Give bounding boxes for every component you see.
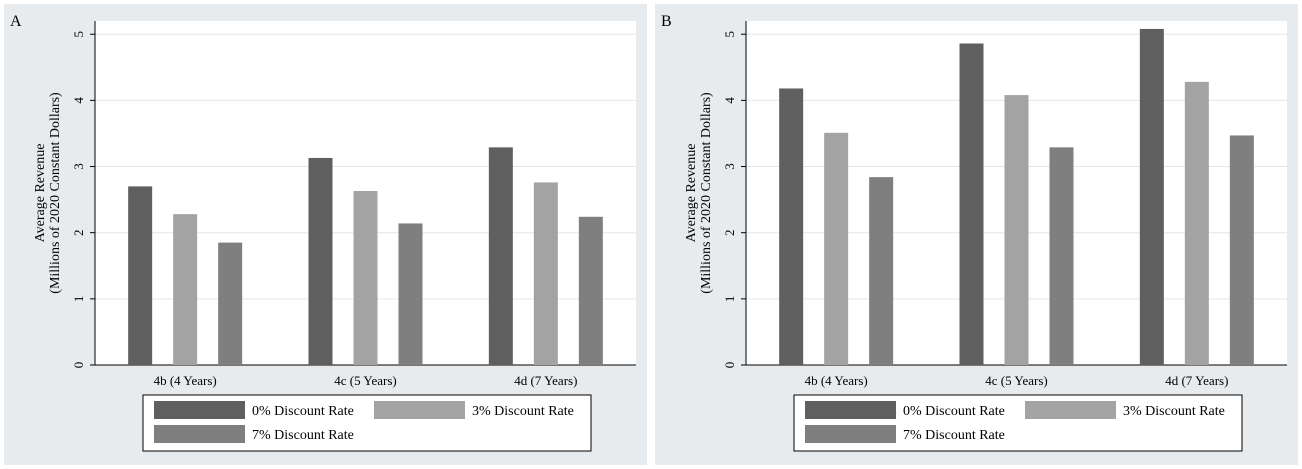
bar (578, 216, 603, 365)
y-tick-label: 2 (71, 229, 86, 236)
y-tick-label: 3 (722, 163, 737, 170)
legend-label: 3% Discount Rate (472, 404, 574, 419)
y-tick-label: 4 (722, 97, 737, 104)
y-tick-label: 0 (71, 362, 86, 369)
legend-swatch (154, 401, 245, 419)
bar (398, 223, 423, 365)
x-tick-label: 4b (4 Years) (805, 373, 868, 388)
legend-label: 0% Discount Rate (252, 404, 354, 419)
bar (488, 147, 513, 365)
bar (1049, 147, 1074, 365)
y-axis-label: (Millions of 2020 Constant Dollars) (48, 92, 63, 294)
y-tick-label: 2 (722, 229, 737, 236)
x-tick-label: 4c (5 Years) (334, 373, 396, 388)
legend-label: 0% Discount Rate (903, 404, 1005, 419)
y-tick-label: 1 (722, 296, 737, 303)
panel-label: A (10, 13, 22, 30)
y-tick-label: 5 (71, 31, 86, 38)
x-tick-label: 4c (5 Years) (985, 373, 1047, 388)
x-tick-label: 4b (4 Years) (154, 373, 217, 388)
bar (218, 242, 243, 365)
legend-swatch (805, 401, 896, 419)
y-tick-label: 0 (722, 362, 737, 369)
y-axis-label: (Millions of 2020 Constant Dollars) (699, 92, 714, 294)
chart-panel-a: 0 1 2 3 4 5 4b (4 Years) 4c (5 Years) 4d (7 Year… (4, 4, 647, 465)
chart-b: 0 1 2 3 4 5 4b (4 Years) 4c (5 Years) 4d (7 Year… (661, 13, 1287, 452)
bar (308, 157, 333, 365)
bar (1004, 95, 1029, 365)
legend-label: 7% Discount Rate (903, 428, 1005, 443)
y-tick-label: 4 (71, 97, 86, 104)
legend-swatch (154, 425, 245, 443)
x-tick-label: 4d (7 Years) (1165, 373, 1228, 388)
bar (533, 182, 558, 365)
bar (959, 43, 984, 365)
legend-swatch (374, 401, 465, 419)
y-tick-label: 5 (722, 31, 737, 38)
bar (173, 214, 198, 365)
bar (779, 88, 804, 365)
y-tick-label: 3 (71, 163, 86, 170)
legend-swatch (805, 425, 896, 443)
y-tick-label: 1 (71, 296, 86, 303)
bar (1229, 135, 1254, 365)
legend-label: 3% Discount Rate (1123, 404, 1225, 419)
legend-label: 7% Discount Rate (252, 428, 354, 443)
bar (1139, 28, 1164, 365)
x-tick-label: 4d (7 Years) (514, 373, 577, 388)
bar (1184, 81, 1209, 365)
bar (824, 132, 849, 365)
panel-label: B (661, 13, 672, 30)
chart-a: 0 1 2 3 4 5 4b (4 Years) 4c (5 Years) 4d (7 Year… (10, 13, 636, 452)
y-axis-label: Average Revenue (33, 144, 48, 243)
bar (869, 177, 894, 365)
legend-swatch (1025, 401, 1116, 419)
chart-panel-b: 0 1 2 3 4 5 4b (4 Years) 4c (5 Years) 4d (7 Year… (655, 4, 1298, 465)
bar (353, 191, 378, 365)
bar (128, 186, 153, 365)
y-axis-label: Average Revenue (684, 144, 699, 243)
